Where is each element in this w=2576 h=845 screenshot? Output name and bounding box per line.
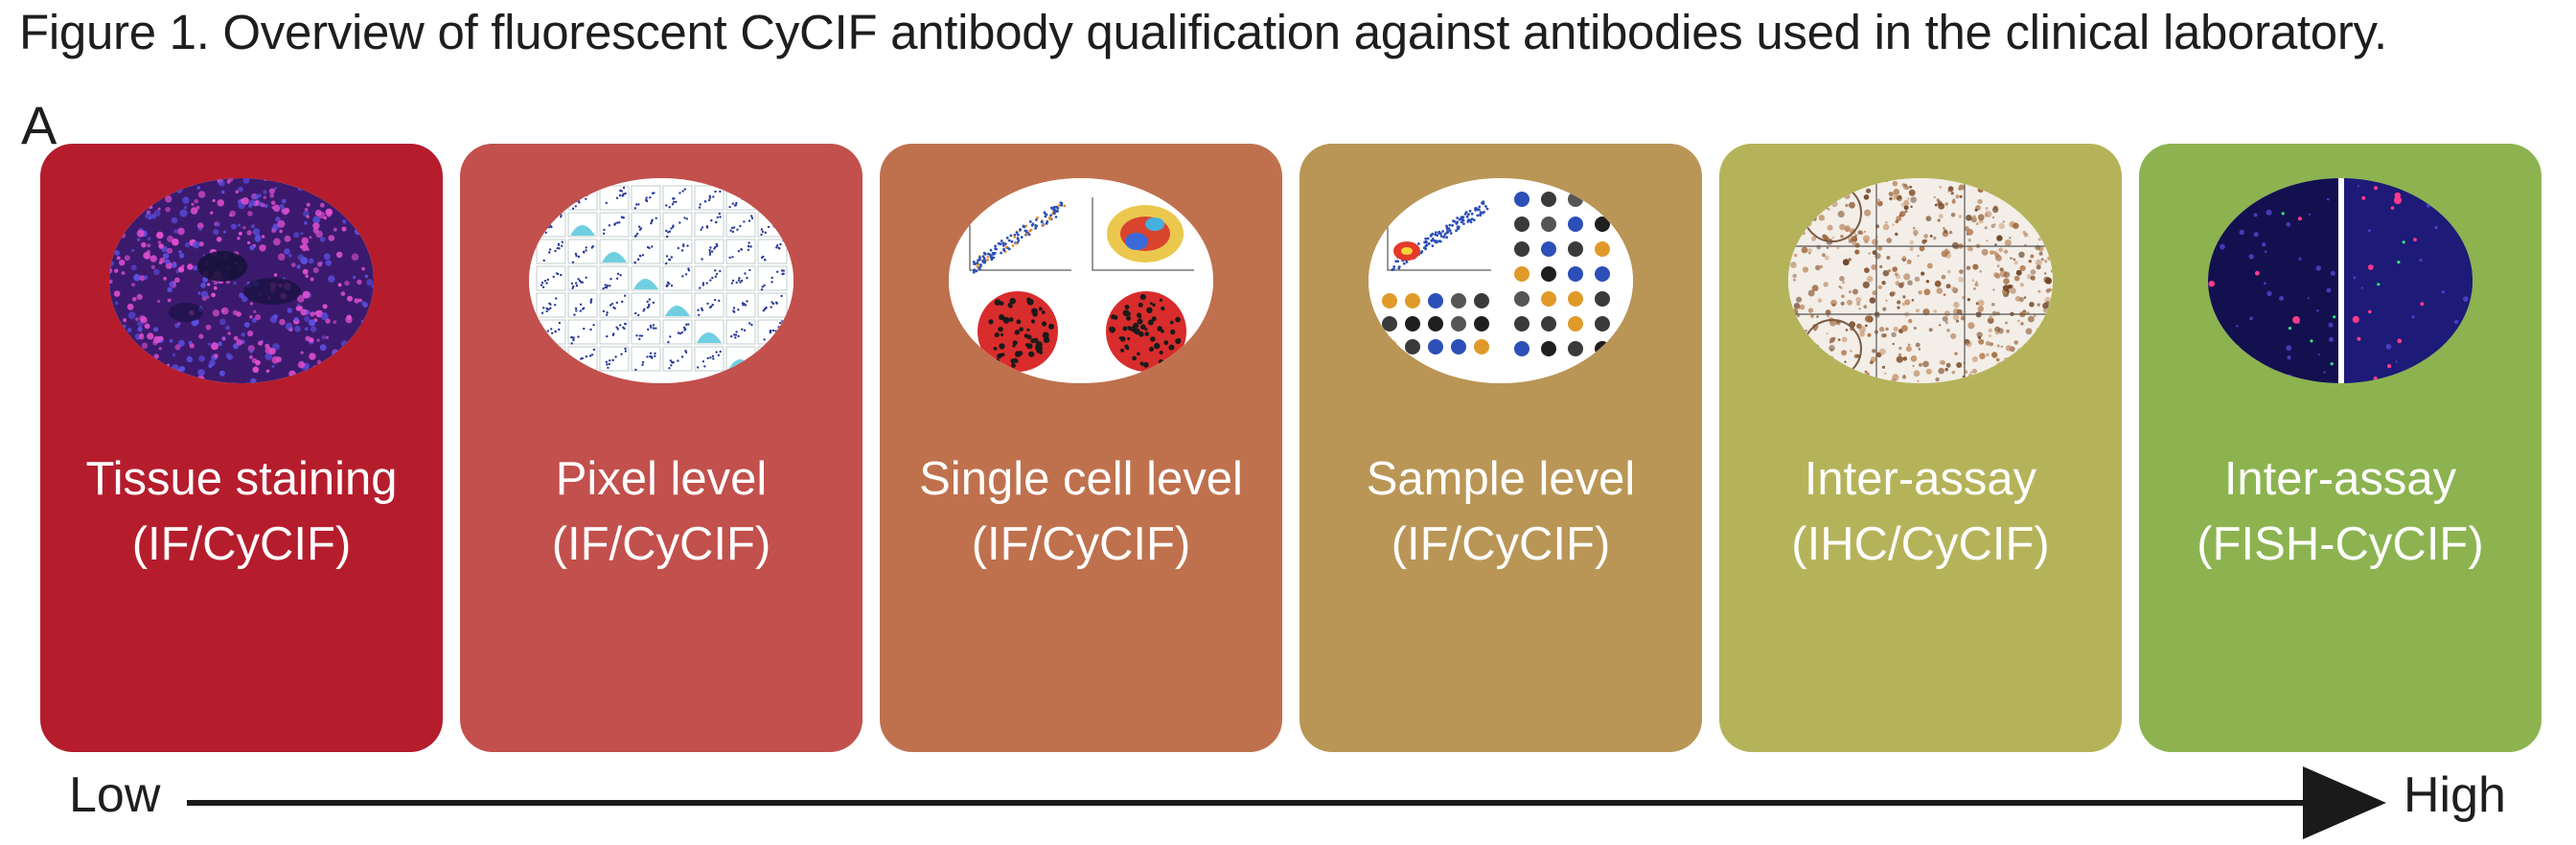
card-subtitle: (IHC/CyCIF) xyxy=(1791,518,2050,570)
panel-letter: A xyxy=(21,95,58,155)
scatter-matrix-svg xyxy=(529,178,794,383)
card-title: Inter-assay xyxy=(1804,453,2037,505)
sample-level-plots-image xyxy=(1368,178,1633,383)
card-title: Single cell level xyxy=(919,453,1243,505)
fish-fluorescence-svg xyxy=(2208,178,2472,383)
ihc-core-grid-svg xyxy=(1788,178,2053,383)
axis-low-label: Low xyxy=(69,767,161,823)
card-single-cell-level: Single cell level (IF/CyCIF) xyxy=(880,144,1282,752)
card-inter-assay-fish: Inter-assay (FISH-CyCIF) xyxy=(2139,144,2542,752)
card-subtitle: (FISH-CyCIF) xyxy=(2196,518,2484,570)
card-title: Tissue staining xyxy=(85,453,398,505)
ihc-core-grid-image xyxy=(1788,178,2053,383)
card-inter-assay-ihc: Inter-assay (IHC/CyCIF) xyxy=(1719,144,2122,752)
card-title: Pixel level xyxy=(555,453,768,505)
single-cell-plots-image xyxy=(949,178,1213,383)
card-title: Sample level xyxy=(1366,453,1636,505)
card-subtitle: (IF/CyCIF) xyxy=(131,518,352,570)
single-cell-plots-svg xyxy=(949,178,1213,383)
card-pixel-level: Pixel level (IF/CyCIF) xyxy=(460,144,862,752)
card-subtitle: (IF/CyCIF) xyxy=(551,518,771,570)
card-tissue-staining: Tissue staining (IF/CyCIF) xyxy=(40,144,443,752)
card-sample-level: Sample level (IF/CyCIF) xyxy=(1300,144,1702,752)
scatter-matrix-image xyxy=(529,178,794,383)
sample-level-plots-svg xyxy=(1368,178,1633,383)
fish-fluorescence-image xyxy=(2208,178,2472,383)
fluorescent-tissue-image xyxy=(109,178,374,383)
figure-caption: Figure 1. Overview of fluorescent CyCIF … xyxy=(19,5,2387,59)
fluorescent-tissue-svg xyxy=(109,178,374,383)
axis-high-label: High xyxy=(2404,767,2506,823)
card-subtitle: (IF/CyCIF) xyxy=(971,518,1191,570)
card-subtitle: (IF/CyCIF) xyxy=(1391,518,1611,570)
low-to-high-arrow xyxy=(187,766,2386,839)
card-title: Inter-assay xyxy=(2223,453,2457,505)
